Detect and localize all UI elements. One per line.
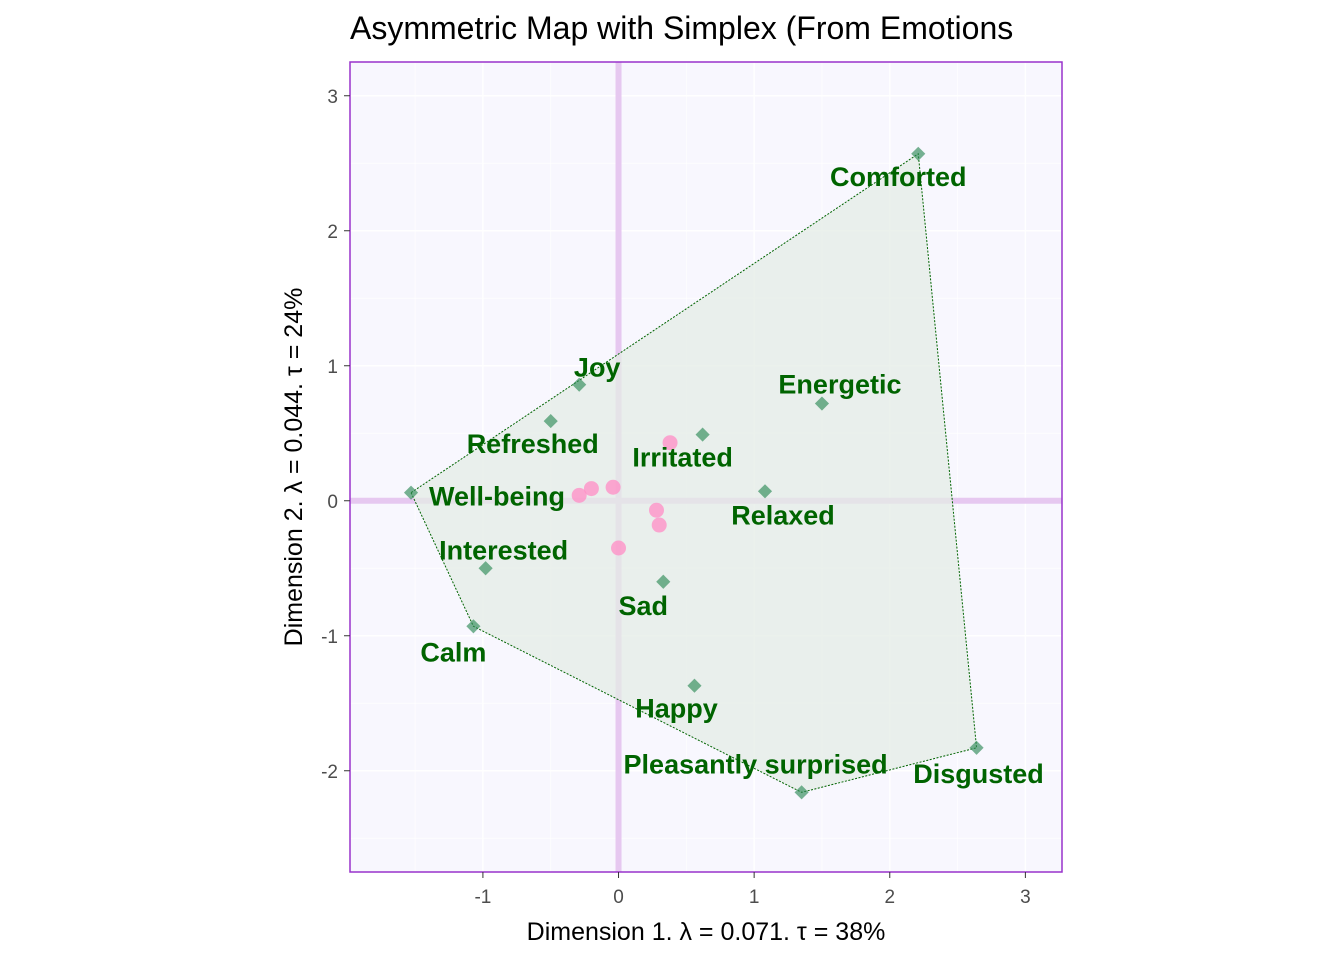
row-points (403, 146, 984, 800)
column-point (611, 540, 627, 556)
x-tick-label: -1 (474, 887, 491, 908)
row-label: Refreshed (467, 429, 599, 459)
row-point (695, 427, 710, 442)
row-label: Interested (439, 535, 568, 565)
row-point (814, 396, 830, 411)
chart-title: Asymmetric Map with Simplex (From Emotio… (350, 10, 1014, 46)
column-point (662, 435, 678, 451)
x-tick-label: 2 (884, 887, 895, 908)
row-label: Joy (574, 353, 621, 383)
column-point (651, 517, 667, 533)
row-label: Energetic (778, 370, 901, 400)
y-tick-label: -1 (321, 627, 338, 648)
row-label: Irritated (632, 443, 733, 473)
simplex-polygon (410, 152, 978, 793)
row-label: Sad (619, 591, 669, 621)
column-point (648, 502, 664, 518)
column-points (571, 435, 678, 556)
row-point (403, 485, 419, 500)
row-label: Pleasantly surprised (624, 749, 888, 779)
column-point (583, 481, 599, 497)
x-tick-label: 1 (749, 887, 760, 908)
row-label: Well-being (429, 482, 565, 512)
x-tick-label: 0 (613, 887, 624, 908)
row-point (687, 678, 702, 693)
y-tick-label: 1 (327, 357, 338, 378)
x-tick-label: 3 (1020, 887, 1031, 908)
row-point (656, 574, 671, 589)
row-point (572, 377, 587, 392)
row-point (466, 619, 481, 634)
row-label: Disgusted (913, 759, 1044, 789)
row-point (794, 785, 809, 800)
row-labels: Comforted Energetic Joy Refreshed Irritated W… (420, 162, 1043, 789)
y-tick-label: 0 (327, 492, 338, 513)
y-tick-label: 3 (327, 87, 338, 108)
row-label: Comforted (830, 162, 967, 192)
row-point (911, 146, 926, 161)
panel-border (349, 61, 1063, 873)
x-axis-ticks: -1 0 1 2 3 (474, 872, 1031, 908)
column-point (571, 487, 587, 503)
row-point (969, 740, 984, 755)
y-tick-label: -2 (321, 762, 338, 783)
row-label: Relaxed (731, 500, 835, 530)
row-point (757, 484, 773, 499)
row-label: Calm (420, 637, 486, 667)
y-axis-label: Dimension 2. λ = 0.044. τ = 24% (280, 288, 308, 647)
row-point (543, 414, 558, 429)
row-point (478, 561, 493, 576)
row-label: Happy (635, 694, 718, 724)
column-point (605, 479, 621, 495)
x-axis-label: Dimension 1. λ = 0.071. τ = 38% (527, 918, 886, 946)
y-axis-ticks: -2 -1 0 1 2 3 (321, 87, 350, 783)
y-tick-label: 2 (327, 222, 338, 243)
